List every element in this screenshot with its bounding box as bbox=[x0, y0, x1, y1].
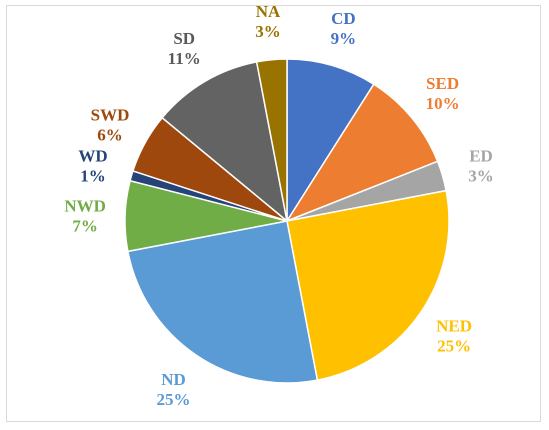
slice-label-nwd: NWD 7% bbox=[64, 197, 106, 236]
slice-label-cd: CD 9% bbox=[331, 9, 357, 48]
slice-value-na: 3% bbox=[255, 22, 281, 41]
slice-value-nd: 25% bbox=[157, 390, 191, 409]
pie-slice-sd bbox=[161, 60, 289, 223]
slice-label-sed: SED 10% bbox=[426, 74, 460, 113]
slice-category-sd: SD bbox=[173, 29, 195, 48]
slice-label-nd: ND 25% bbox=[157, 370, 191, 409]
pie-slice-na bbox=[255, 58, 288, 222]
slice-value-nwd: 7% bbox=[72, 217, 98, 236]
slice-value-sed: 10% bbox=[426, 94, 460, 113]
slice-value-ed: 3% bbox=[468, 167, 494, 186]
slice-category-wd: WD bbox=[78, 147, 107, 166]
slice-label-sd: SD 11% bbox=[168, 29, 201, 68]
slice-value-swd: 6% bbox=[97, 126, 123, 145]
slice-value-sd: 11% bbox=[168, 49, 201, 68]
slice-label-swd: SWD 6% bbox=[91, 106, 130, 145]
slice-label-na: NA 3% bbox=[255, 6, 281, 41]
slice-value-cd: 9% bbox=[331, 29, 357, 48]
slice-value-ned: 25% bbox=[437, 337, 471, 356]
slice-category-na: NA bbox=[256, 6, 281, 21]
slice-category-nwd: NWD bbox=[64, 197, 106, 216]
slice-value-wd: 1% bbox=[80, 167, 106, 186]
chart-frame: CD 9% SED 10% ED 3% NED 25% ND 25% NWD 7% WD 1% SWD 6% S… bbox=[6, 5, 541, 422]
slice-category-nd: ND bbox=[161, 370, 186, 389]
slice-label-ned: NED 25% bbox=[436, 317, 472, 356]
slice-label-wd: WD 1% bbox=[78, 147, 107, 186]
pie-slice-cd bbox=[286, 58, 375, 224]
pie-chart: CD 9%SED 10%ED 3%NED 25%ND 25%NWD 7%WD 1%SWD 6%S… bbox=[64, 6, 494, 409]
slice-category-swd: SWD bbox=[91, 106, 130, 125]
pie-slice-sed bbox=[285, 83, 439, 223]
slice-category-cd: CD bbox=[331, 9, 356, 28]
pie-slice-nd bbox=[126, 220, 319, 384]
slice-category-ed: ED bbox=[469, 147, 493, 166]
slice-category-sed: SED bbox=[426, 74, 459, 93]
pie-slice-ned bbox=[286, 189, 450, 382]
slice-label-ed: ED 3% bbox=[468, 147, 494, 186]
slice-category-ned: NED bbox=[436, 317, 472, 336]
